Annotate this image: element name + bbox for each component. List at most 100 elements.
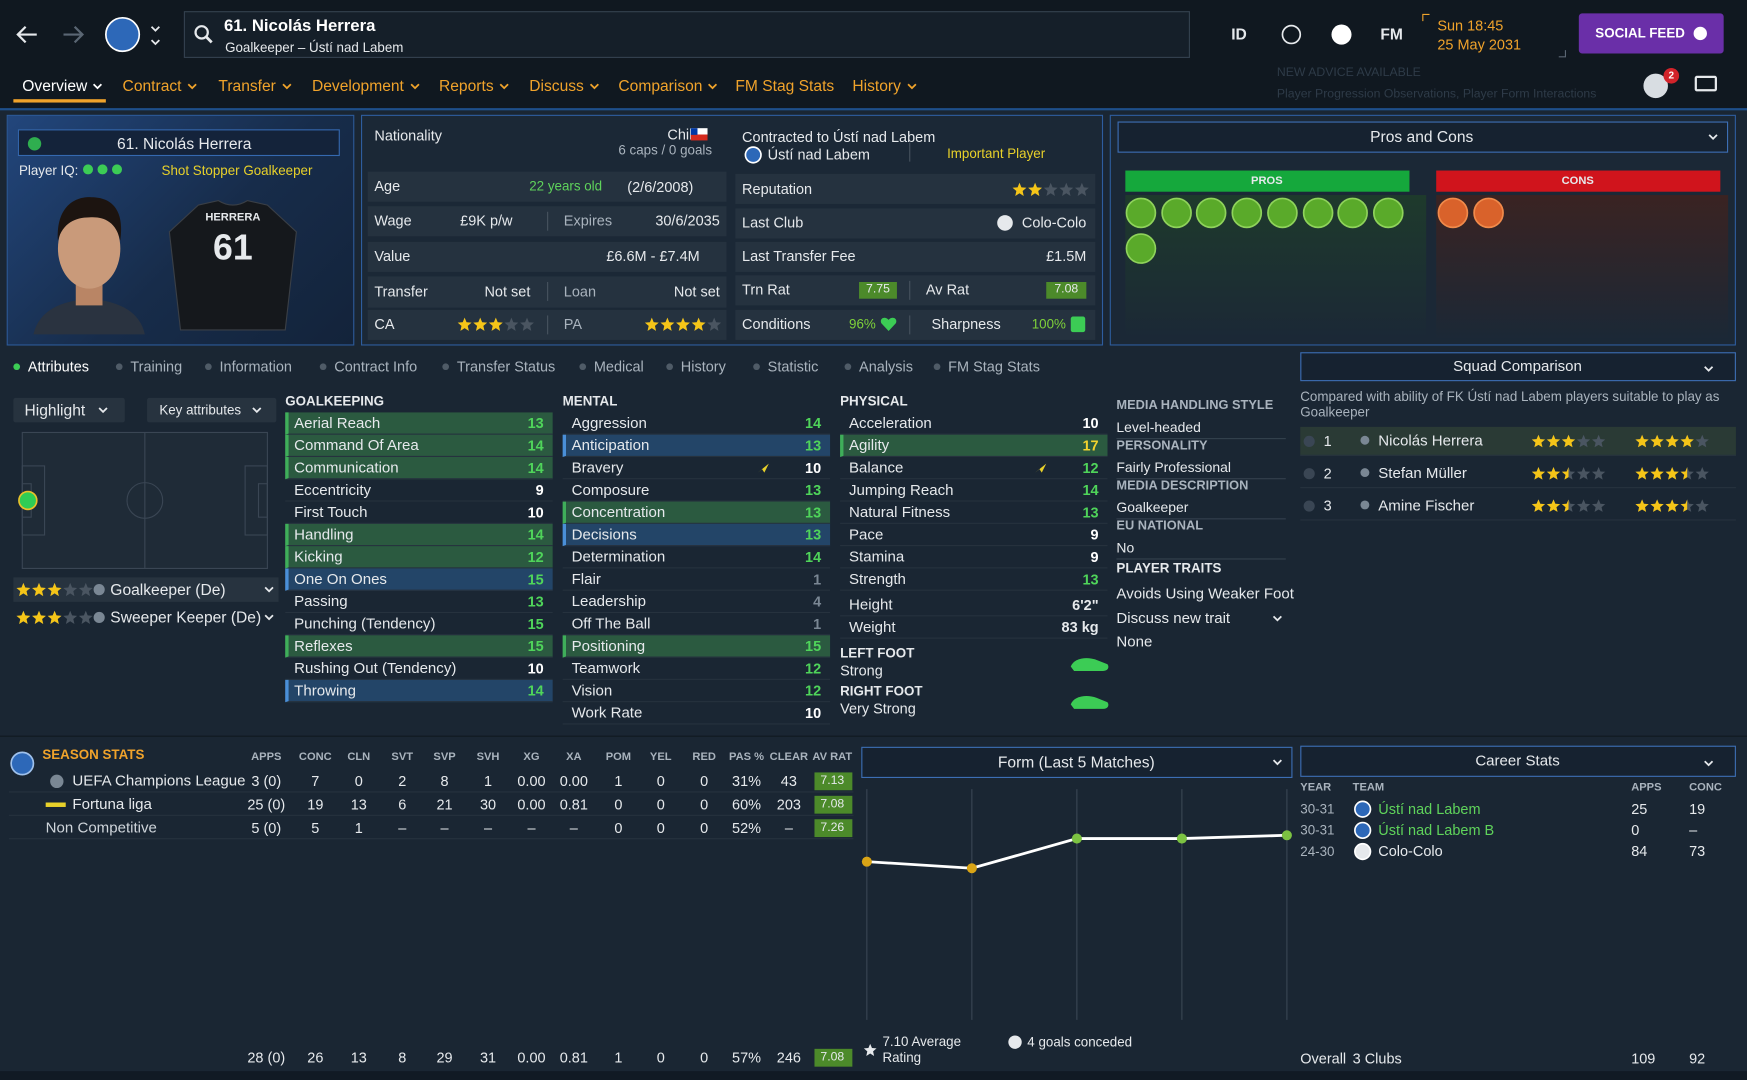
nav-item[interactable]: FM Stag Stats [735, 76, 835, 95]
star [1650, 467, 1664, 480]
training-rating: 7.75 [866, 282, 890, 296]
shirt-number: 61 [213, 227, 253, 268]
star-empty [1695, 467, 1709, 480]
nav-item[interactable]: Overview [22, 76, 103, 95]
nav-item[interactable]: Reports [439, 76, 509, 95]
stat-value: 26 [307, 1049, 324, 1066]
tab[interactable]: Analysis [859, 358, 913, 375]
stats-row [8, 794, 854, 816]
arrow [63, 25, 85, 44]
star-filled [1635, 467, 1688, 480]
rating-box [1046, 281, 1087, 299]
star-rating [1635, 434, 1709, 448]
pro-icon-shape [1125, 233, 1157, 264]
star [1680, 467, 1688, 480]
info-divider [1116, 478, 1286, 480]
star [1546, 434, 1561, 448]
pros-cons-title: Pros and Cons [1370, 127, 1474, 146]
club-badge [744, 146, 762, 164]
pro-icon [1125, 197, 1157, 229]
nav-item[interactable]: Discuss [529, 76, 599, 95]
con-icon [1437, 197, 1469, 229]
nav-item[interactable]: Transfer [218, 76, 292, 95]
stat-value: 19 [307, 796, 324, 813]
tab[interactable]: Statistic [767, 358, 819, 375]
tab[interactable]: Information [219, 358, 292, 375]
attribute-value: 15 [527, 570, 544, 588]
form-dropdown[interactable] [861, 746, 1293, 778]
heart-icon [880, 317, 897, 332]
club-badge-shape [997, 215, 1013, 231]
rating-box [814, 772, 853, 791]
field-label: Loan [563, 283, 597, 301]
attribute-name: Teamwork [571, 659, 641, 677]
chevron [264, 614, 274, 621]
nav-item[interactable]: Development [312, 76, 420, 95]
field-label: Age [374, 177, 401, 195]
star [1680, 434, 1694, 448]
discuss-trait[interactable]: Discuss new trait [1116, 609, 1231, 627]
info-icon [93, 611, 105, 624]
field-label: Expires [563, 212, 613, 229]
nav-item[interactable]: Comparison [618, 76, 718, 95]
field-label: Nationality [374, 127, 443, 145]
info-value: Level-headed [1116, 419, 1201, 436]
nav-item[interactable]: History [852, 76, 917, 95]
tab[interactable]: Medical [593, 358, 644, 375]
attribute-name: Pace [849, 525, 884, 543]
attribute-value: 13 [1082, 570, 1099, 588]
role-name: Goalkeeper (De) [110, 580, 226, 599]
tab[interactable]: FM Stag Stats [948, 358, 1040, 375]
player-title: 61. Nicolás Herrera [223, 16, 376, 36]
stat-value: 0 [656, 772, 665, 790]
inbox-icon [1643, 73, 1668, 99]
fm-button[interactable]: FM [1380, 25, 1403, 44]
tab[interactable]: Transfer Status [456, 358, 556, 375]
transfer-fee: £1.5M [1046, 247, 1087, 265]
info-icon-shape [93, 584, 105, 596]
tab[interactable]: Attributes [27, 358, 90, 375]
career-year: 30-31 [1300, 801, 1335, 817]
nav-item[interactable]: Contract [123, 76, 198, 95]
tab[interactable]: Contract Info [334, 358, 418, 375]
chevron [1272, 615, 1282, 622]
comparison-row [1300, 426, 1736, 456]
attribute-row [562, 546, 831, 569]
con-icon-shape [1473, 197, 1504, 229]
comparison-player: Stefan Müller [1378, 464, 1467, 482]
rank: 2 [1323, 465, 1332, 482]
squad-comparison-dropdown[interactable] [1300, 352, 1736, 382]
star [1665, 499, 1679, 513]
cons-bar [1436, 170, 1721, 192]
arrow [757, 463, 769, 473]
pros-cons-dropdown[interactable] [1117, 121, 1729, 153]
attribute-name: Aggression [571, 414, 647, 432]
notification-badge [1663, 67, 1680, 84]
loan-status: Not set [673, 283, 720, 301]
info-divider [1116, 438, 1286, 440]
form-point [861, 856, 872, 867]
handle [205, 35, 213, 44]
tab[interactable]: History [680, 358, 726, 375]
attribute-name: Positioning [571, 637, 646, 655]
stat-value: 7.08 [820, 1050, 845, 1064]
career-dropdown[interactable] [1300, 745, 1736, 777]
chevron-path [264, 586, 274, 593]
foot-label: RIGHT FOOT [840, 683, 923, 699]
player-face [33, 197, 145, 335]
shirt [168, 200, 297, 331]
highlight-dropdown[interactable] [13, 397, 125, 423]
attribute-value: 15 [527, 637, 544, 655]
search-box[interactable] [183, 11, 1190, 58]
help-icon [1331, 24, 1352, 45]
chevron [252, 407, 262, 414]
id-button[interactable]: ID [1231, 25, 1247, 44]
star-rating [1012, 182, 1089, 196]
tab[interactable]: Training [130, 358, 183, 375]
tab-dot [115, 363, 123, 371]
pros-bar [1125, 170, 1410, 192]
boot [1070, 696, 1109, 709]
stat-value: 5 (0) [251, 819, 282, 837]
column-header: AV RAT [812, 751, 853, 764]
season-stats-title[interactable]: SEASON STATS [42, 746, 145, 763]
